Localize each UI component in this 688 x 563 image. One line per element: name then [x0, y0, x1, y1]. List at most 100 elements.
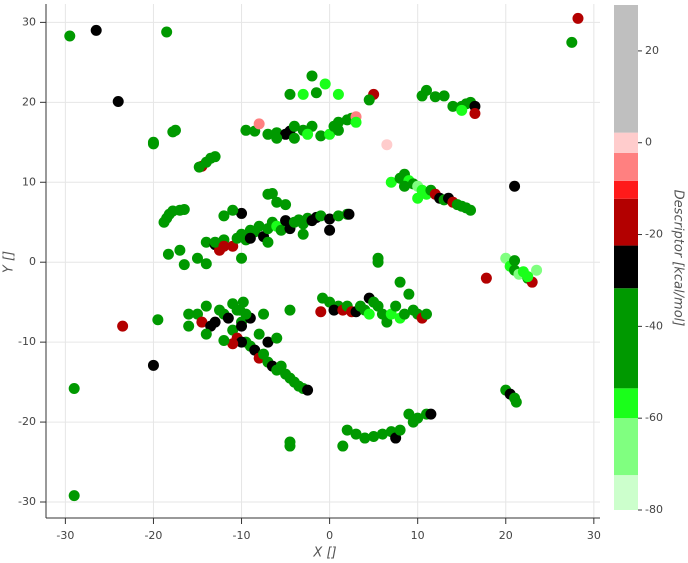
data-point: [332, 116, 344, 128]
data-point: [390, 300, 402, 312]
data-point: [253, 328, 265, 340]
data-point: [90, 24, 102, 36]
data-point: [407, 416, 419, 428]
data-point: [174, 244, 186, 256]
data-point: [236, 207, 248, 219]
data-point: [363, 94, 375, 106]
data-point: [566, 36, 578, 48]
data-point: [218, 210, 230, 222]
data-point: [218, 240, 230, 252]
data-point: [297, 228, 309, 240]
x-tick-label: 10: [411, 529, 425, 542]
data-point: [398, 180, 410, 192]
data-point: [531, 264, 543, 276]
data-point: [147, 136, 159, 148]
data-point: [456, 104, 468, 116]
colorbar-tick-label: -80: [645, 503, 663, 516]
data-point: [68, 383, 80, 395]
data-point: [234, 304, 246, 316]
data-point: [302, 384, 314, 396]
colorbar-band: [614, 132, 638, 153]
colorbar-tick-label: -40: [645, 319, 663, 332]
data-point: [332, 210, 344, 222]
data-point: [236, 320, 248, 332]
data-point: [284, 304, 296, 316]
colorbar-tick-label: -20: [645, 228, 663, 241]
data-point: [271, 196, 283, 208]
x-tick-label: -30: [56, 529, 74, 542]
data-point: [332, 88, 344, 100]
y-tick-label: 0: [29, 255, 36, 268]
data-point: [68, 490, 80, 502]
data-point: [275, 224, 287, 236]
data-point: [368, 430, 380, 442]
x-axis-label: X []: [312, 546, 336, 561]
data-point: [191, 252, 203, 264]
data-point: [227, 204, 239, 216]
data-point: [253, 118, 265, 130]
data-point: [266, 187, 278, 199]
data-point: [158, 216, 170, 228]
data-point: [438, 90, 450, 102]
x-tick-label: 20: [499, 529, 513, 542]
data-point: [117, 320, 129, 332]
data-point: [200, 258, 212, 270]
data-point: [284, 440, 296, 452]
x-tick-label: -10: [233, 529, 251, 542]
data-point: [385, 176, 397, 188]
data-point: [302, 128, 314, 140]
data-point: [337, 440, 349, 452]
data-point: [183, 308, 195, 320]
colorbar-tick-label: 20: [645, 44, 659, 57]
data-point: [112, 96, 124, 108]
data-point: [522, 271, 534, 283]
colorbar-band: [614, 288, 638, 389]
data-point: [152, 314, 164, 326]
data-point: [297, 88, 309, 100]
data-point: [200, 328, 212, 340]
data-point: [178, 203, 190, 215]
data-point: [328, 304, 340, 316]
data-point: [161, 26, 173, 38]
data-point: [218, 335, 230, 347]
data-point: [465, 204, 477, 216]
data-point: [509, 255, 521, 267]
data-point: [288, 120, 300, 132]
data-point: [236, 336, 248, 348]
colorbar-band: [614, 180, 638, 199]
y-tick-label: -10: [18, 335, 36, 348]
data-point: [288, 132, 300, 144]
x-tick-label: 30: [587, 529, 601, 542]
data-point: [258, 308, 270, 320]
y-tick-label: -30: [18, 495, 36, 508]
data-point: [244, 232, 256, 244]
data-point: [343, 208, 355, 220]
data-point: [271, 332, 283, 344]
data-point: [398, 308, 410, 320]
colorbar-band: [614, 475, 638, 510]
data-point: [310, 87, 322, 99]
data-point: [469, 108, 481, 120]
data-point: [262, 128, 274, 140]
y-tick-label: 30: [22, 15, 36, 28]
data-point: [240, 124, 252, 136]
data-point: [222, 312, 234, 324]
data-point: [381, 139, 393, 151]
data-point: [236, 252, 248, 264]
x-tick-label: 0: [326, 529, 333, 542]
data-point: [262, 236, 274, 248]
data-point: [372, 256, 384, 268]
data-point: [324, 213, 336, 225]
colorbar-band: [614, 5, 638, 133]
data-point: [196, 316, 208, 328]
data-point: [350, 116, 362, 128]
data-point: [509, 180, 521, 192]
data-point: [363, 308, 375, 320]
data-point: [420, 84, 432, 96]
colorbar-band: [614, 418, 638, 476]
data-point: [209, 151, 221, 163]
data-point: [403, 288, 415, 300]
data-point: [64, 30, 76, 42]
data-point: [324, 224, 336, 236]
